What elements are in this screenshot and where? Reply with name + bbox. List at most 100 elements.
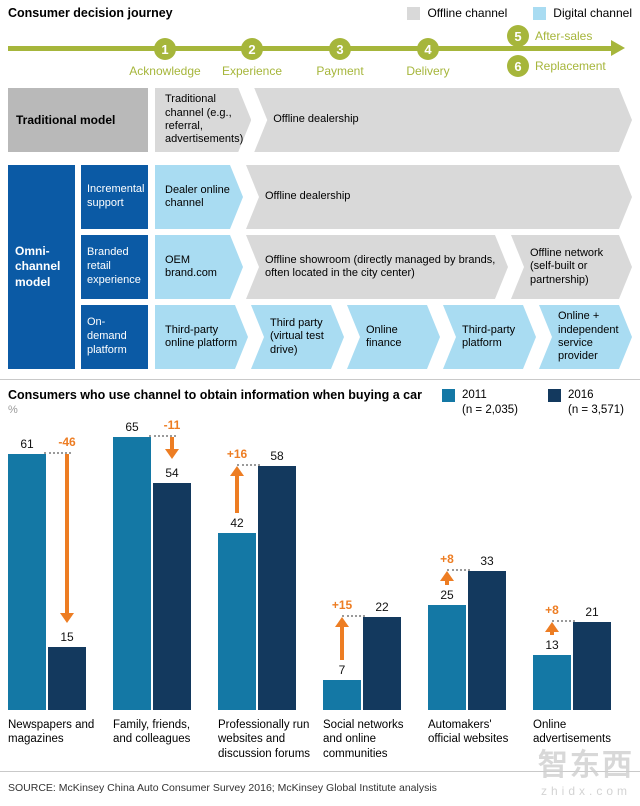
delta-label: +16	[226, 447, 248, 462]
delta-reference-line	[342, 615, 365, 618]
omni-row-label: On-demand platform	[81, 305, 148, 369]
timeline-stage-2-label: Experience	[221, 64, 283, 78]
timeline-stage-3-circle: 3	[329, 38, 351, 60]
omni-row-label-text: On-demand platform	[87, 316, 127, 356]
bar-value-2011: 7	[338, 663, 346, 678]
delta-arrow-line	[170, 436, 174, 451]
delta-label: -11	[163, 417, 181, 432]
offline-channel-swatch-icon	[407, 6, 421, 20]
delta-label: -46	[58, 434, 76, 449]
chart-unit-label: %	[8, 404, 18, 416]
journey-step: Third-party platform	[443, 305, 536, 369]
delta-label: +8	[545, 602, 559, 617]
traditional-model-label: Traditional model	[8, 88, 148, 152]
journey-step-text: OEM brand.com	[165, 253, 217, 279]
journey-step-text: Online finance	[366, 323, 402, 349]
bar-group: 13 21 +8	[533, 418, 611, 710]
legend-label: Offline channel	[427, 6, 508, 20]
delta-arrow-head-icon	[545, 621, 559, 632]
bar-group: 42 58 +16	[218, 418, 296, 710]
delta-arrow-line	[65, 453, 69, 614]
bar-value-2011: 61	[20, 436, 34, 451]
source-note: SOURCE: McKinsey China Auto Consumer Sur…	[8, 782, 437, 794]
omni-row-steps: OEM brand.com Offline showroom (directly …	[155, 235, 632, 299]
bar-value-2016: 21	[585, 604, 599, 619]
channel-usage-chart: Consumers who use channel to obtain info…	[0, 380, 640, 761]
journey-step: Traditional channel (e.g., referral, adv…	[155, 88, 251, 152]
bar-2016	[258, 466, 296, 710]
decision-journey-timeline: 1 Acknowledge 2 Experience 3 Payment 4 Delivery…	[0, 24, 640, 88]
omni-channel-model-label: Omni-channel model	[8, 165, 75, 369]
omni-rows: Incremental support Dealer online channel…	[81, 165, 632, 369]
timeline-stage-5-label: After-sales	[535, 29, 593, 43]
bar-value-2016: 58	[270, 449, 284, 464]
delta-arrow-line	[235, 475, 239, 514]
journey-step-text: Offline network (self-built or partnersh…	[530, 246, 604, 286]
journey-step-text: Traditional channel (e.g., referral, adv…	[165, 93, 244, 146]
delta-reference-line	[237, 464, 260, 467]
omni-row-label-text: Incremental support	[87, 183, 145, 209]
footer-divider	[0, 771, 640, 772]
page-title: Consumer decision journey	[8, 6, 173, 20]
omni-channel-model-block: Omni-channel model Incremental support De…	[8, 165, 632, 369]
journey-step: Third party (virtual test drive)	[251, 305, 344, 369]
bar-group: 65 54 -11	[113, 418, 191, 710]
journey-step-text: Third-party platform	[462, 323, 516, 349]
bar-2011	[533, 655, 571, 710]
legend-item-2011: 2011 (n = 2,035)	[442, 388, 526, 418]
chart-legend: 2011 (n = 2,035) 2016 (n = 3,571)	[442, 388, 632, 418]
bar-value-2011: 65	[125, 419, 139, 434]
bar-value-2016: 54	[165, 466, 179, 481]
journey-step: Offline dealership	[254, 88, 632, 152]
journey-step-text: Offline dealership	[273, 113, 359, 126]
bar-2011	[113, 436, 151, 710]
bar-value-2011: 42	[230, 516, 244, 531]
delta-arrow-line	[550, 630, 554, 636]
delta-reference-line	[149, 434, 176, 437]
omni-row: Branded retail experience OEM brand.com Of…	[81, 235, 632, 299]
timeline-arrowhead-icon	[611, 40, 625, 56]
bar-plot-area: 61 15 -46 65 54 -11 42 58 +16 7 22 +15 25 33 +8 13 21 +8	[8, 418, 632, 710]
timeline-stage-4-label: Delivery	[406, 64, 450, 78]
journey-step-text: Offline showroom (directly managed by br…	[265, 253, 496, 279]
header: Consumer decision journey Offline channe…	[0, 0, 640, 20]
delta-arrow-head-icon	[335, 617, 349, 628]
journey-step-text: Dealer online channel	[165, 183, 230, 209]
omni-row-label-text: Branded retail experience	[87, 246, 141, 286]
journey-step: Online finance	[347, 305, 440, 369]
delta-reference-line	[44, 451, 71, 454]
bar-value-2016: 22	[375, 600, 389, 615]
delta-arrow-head-icon	[440, 571, 454, 582]
omni-row-steps: Third-party online platform Third party (…	[155, 305, 632, 369]
timeline-stage-2-circle: 2	[241, 38, 263, 60]
journey-step: Offline network (self-built or partnersh…	[511, 235, 632, 299]
bar-2016	[363, 617, 401, 710]
timeline-stage-5-circle: 5	[507, 25, 529, 47]
bar-2011	[323, 680, 361, 710]
delta-arrow-head-icon	[230, 466, 244, 477]
delta-arrow-head-icon	[60, 612, 74, 623]
bar-value-2016: 33	[480, 554, 494, 569]
series-2011-swatch-icon	[442, 389, 455, 402]
delta-label: +15	[331, 598, 353, 613]
journey-step-text: Third-party online platform	[165, 323, 238, 349]
omni-row: Incremental support Dealer online channel…	[81, 165, 632, 229]
bar-value-2016: 15	[60, 629, 74, 644]
timeline-stage-6-label: Replacement	[535, 59, 606, 73]
traditional-steps: Traditional channel (e.g., referral, adv…	[155, 88, 632, 152]
journey-step-text: Third party (virtual test drive)	[270, 316, 324, 356]
omni-row-steps: Dealer online channel Offline dealership	[155, 165, 632, 229]
legend-item-offline: Offline channel	[407, 6, 507, 20]
bar-group: 7 22 +15	[323, 418, 401, 710]
traditional-model-row: Traditional model Traditional channel (e…	[8, 88, 632, 152]
timeline-stage-3-label: Payment	[316, 64, 364, 78]
bar-2016	[153, 483, 191, 710]
category-label: Professionally run websites and discussi…	[218, 718, 311, 760]
bar-2011	[8, 453, 46, 710]
journey-step: Offline showroom (directly managed by br…	[246, 235, 508, 299]
journey-step: Dealer online channel	[155, 165, 243, 229]
channel-model-diagram: Traditional model Traditional channel (e…	[0, 88, 640, 369]
bar-2016	[468, 571, 506, 710]
legend-item-2016: 2016 (n = 3,571)	[548, 388, 632, 418]
journey-step-text: Offline dealership	[265, 190, 351, 203]
